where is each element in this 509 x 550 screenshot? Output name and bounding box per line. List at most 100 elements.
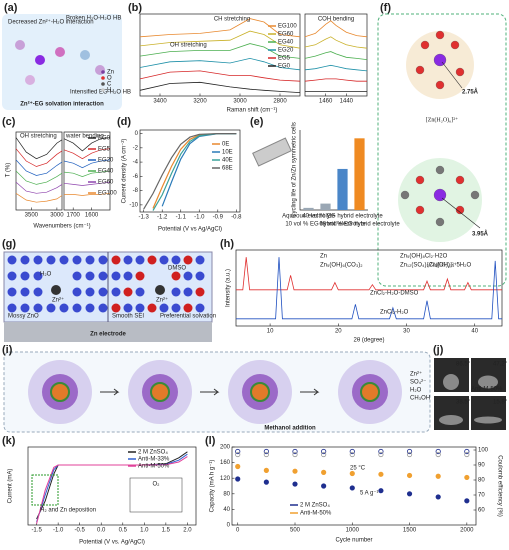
- y2-tick-label: 100: [478, 448, 489, 454]
- plot-frame: [27, 446, 197, 526]
- bar: [337, 168, 348, 210]
- atom: [435, 165, 445, 175]
- panel-label: (k): [2, 435, 16, 447]
- data-point: [349, 470, 355, 477]
- data-point: [435, 448, 441, 455]
- data-point: [235, 476, 241, 482]
- solvent: [111, 287, 121, 297]
- x-tick-label: 20: [335, 329, 342, 335]
- data-point: [349, 485, 355, 491]
- x-tick-label: 1.5: [162, 528, 171, 534]
- water: [20, 303, 30, 313]
- solvent: [183, 271, 193, 281]
- data-point: [464, 498, 470, 504]
- droplet: [439, 415, 463, 425]
- water: [20, 255, 30, 265]
- data-point: [406, 451, 413, 458]
- arrow: [300, 388, 320, 396]
- solvent: [147, 255, 157, 265]
- zn-core: [250, 382, 270, 402]
- molecule: [25, 75, 35, 85]
- solvent: [183, 287, 193, 297]
- x-tick-label: 0.0: [97, 528, 106, 534]
- legend-label: C: [107, 82, 112, 88]
- x-tick-label: 3500: [25, 213, 39, 219]
- series-line: [304, 36, 368, 49]
- x-tick-label: 1500: [403, 528, 417, 534]
- y-tick-label: 120: [220, 476, 231, 482]
- atom: [415, 65, 425, 75]
- y-tick-label: -6: [133, 174, 139, 180]
- data-point: [292, 451, 298, 458]
- x-tick-label: 1440: [340, 99, 354, 105]
- water: [98, 255, 108, 265]
- x-tick-label: -0.8: [231, 215, 242, 221]
- series-line: [15, 148, 63, 167]
- legend-label: CH₃OH: [410, 396, 430, 402]
- angle-label: 86.5°: [456, 362, 471, 368]
- data-point: [464, 448, 470, 455]
- water: [7, 287, 17, 297]
- series-line: [139, 70, 301, 82]
- series-line: [15, 181, 63, 194]
- y-tick-label: 0: [227, 523, 231, 529]
- legend-label: EG20: [278, 48, 294, 54]
- legend-label: EG100: [98, 191, 117, 197]
- series-line: [304, 20, 368, 38]
- panel-label: (i): [2, 344, 13, 356]
- label: Mossy ZnO: [8, 314, 39, 320]
- legend-label: Zn: [320, 254, 327, 260]
- legend-label: 68E: [222, 166, 233, 172]
- molecule: [55, 47, 65, 57]
- angle-label: 38.5°: [456, 400, 471, 406]
- series-line: [15, 137, 63, 160]
- solvent: [123, 255, 133, 265]
- solvent: [159, 303, 169, 313]
- panel-label: (b): [128, 2, 142, 14]
- series-line: [236, 257, 502, 320]
- droplet: [478, 375, 498, 389]
- category-label: 40 vol % EG hybrid electrolyte: [302, 214, 383, 220]
- atom: [450, 40, 460, 50]
- data-point: [378, 448, 384, 455]
- y2-tick-label: 70: [478, 493, 485, 499]
- label: Preferential solvation: [160, 314, 216, 320]
- label: OH stretching: [20, 134, 57, 140]
- series-line: [63, 181, 111, 186]
- label: 3.95Å: [472, 231, 489, 238]
- series-label: ZnCl₂-H₂O: [380, 310, 409, 316]
- water: [7, 271, 17, 281]
- x-tick-label: -1.2: [157, 215, 168, 221]
- data-point: [406, 448, 413, 455]
- solvent: [171, 287, 181, 297]
- y-tick-label: -4: [133, 160, 139, 166]
- data-point: [292, 448, 298, 455]
- x-tick-label: 1700: [67, 213, 81, 219]
- water: [33, 255, 43, 265]
- solvent: [183, 255, 193, 265]
- data-point: [263, 448, 269, 455]
- series-line: [304, 78, 367, 82]
- legend-label: EG5: [278, 56, 291, 62]
- legend-label: O: [107, 76, 112, 82]
- data-point: [406, 491, 413, 497]
- zn-core: [360, 382, 380, 402]
- data-point: [321, 469, 327, 475]
- label: O₂: [153, 482, 161, 488]
- label: Zn²⁺: [156, 297, 168, 304]
- plot-frame: [235, 249, 503, 327]
- water: [98, 271, 108, 281]
- atom: [435, 80, 445, 90]
- data-point: [321, 483, 327, 489]
- y2-tick-label: 90: [478, 463, 485, 469]
- water: [33, 303, 43, 313]
- legend-dot: [101, 70, 105, 74]
- data-point: [435, 473, 441, 479]
- legend-label: H₂O: [410, 388, 422, 394]
- bar: [303, 207, 314, 210]
- legend-label: EG0: [278, 64, 291, 70]
- data-point: [263, 467, 269, 473]
- water: [46, 255, 56, 265]
- atom: [400, 190, 410, 200]
- label: H₂ and Zn deposition: [40, 508, 96, 514]
